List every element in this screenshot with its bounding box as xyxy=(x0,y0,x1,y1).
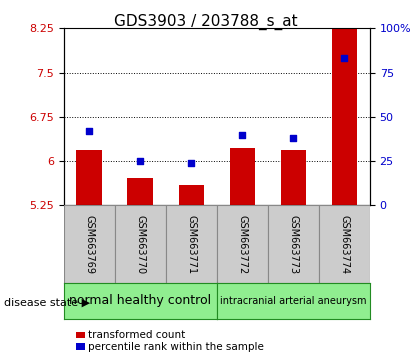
Text: GSM663771: GSM663771 xyxy=(186,215,196,274)
Bar xyxy=(281,150,306,205)
Text: disease state ▶: disease state ▶ xyxy=(4,298,90,308)
Text: GSM663769: GSM663769 xyxy=(84,215,94,274)
Text: intracranial arterial aneurysm: intracranial arterial aneurysm xyxy=(220,296,367,306)
Text: transformed count: transformed count xyxy=(88,330,185,340)
Text: GSM663773: GSM663773 xyxy=(289,215,298,274)
Bar xyxy=(332,22,357,205)
Bar xyxy=(76,150,102,205)
Text: GSM663772: GSM663772 xyxy=(237,215,247,274)
Point xyxy=(188,160,194,166)
Bar xyxy=(166,205,217,283)
Bar xyxy=(319,205,370,283)
Bar xyxy=(217,205,268,283)
Point xyxy=(290,135,297,141)
Text: percentile rank within the sample: percentile rank within the sample xyxy=(88,342,263,352)
Bar xyxy=(115,205,166,283)
Text: GSM663770: GSM663770 xyxy=(135,215,145,274)
Bar xyxy=(64,205,115,283)
Text: GDS3903 / 203788_s_at: GDS3903 / 203788_s_at xyxy=(114,14,297,30)
Text: GSM663774: GSM663774 xyxy=(339,215,349,274)
Bar xyxy=(178,185,204,205)
Bar xyxy=(230,148,255,205)
Point xyxy=(86,128,92,134)
Text: normal healthy control: normal healthy control xyxy=(69,295,211,307)
Point xyxy=(239,132,246,137)
Bar xyxy=(127,178,153,205)
Bar xyxy=(268,205,319,283)
Point xyxy=(137,158,143,164)
Point xyxy=(341,56,348,61)
